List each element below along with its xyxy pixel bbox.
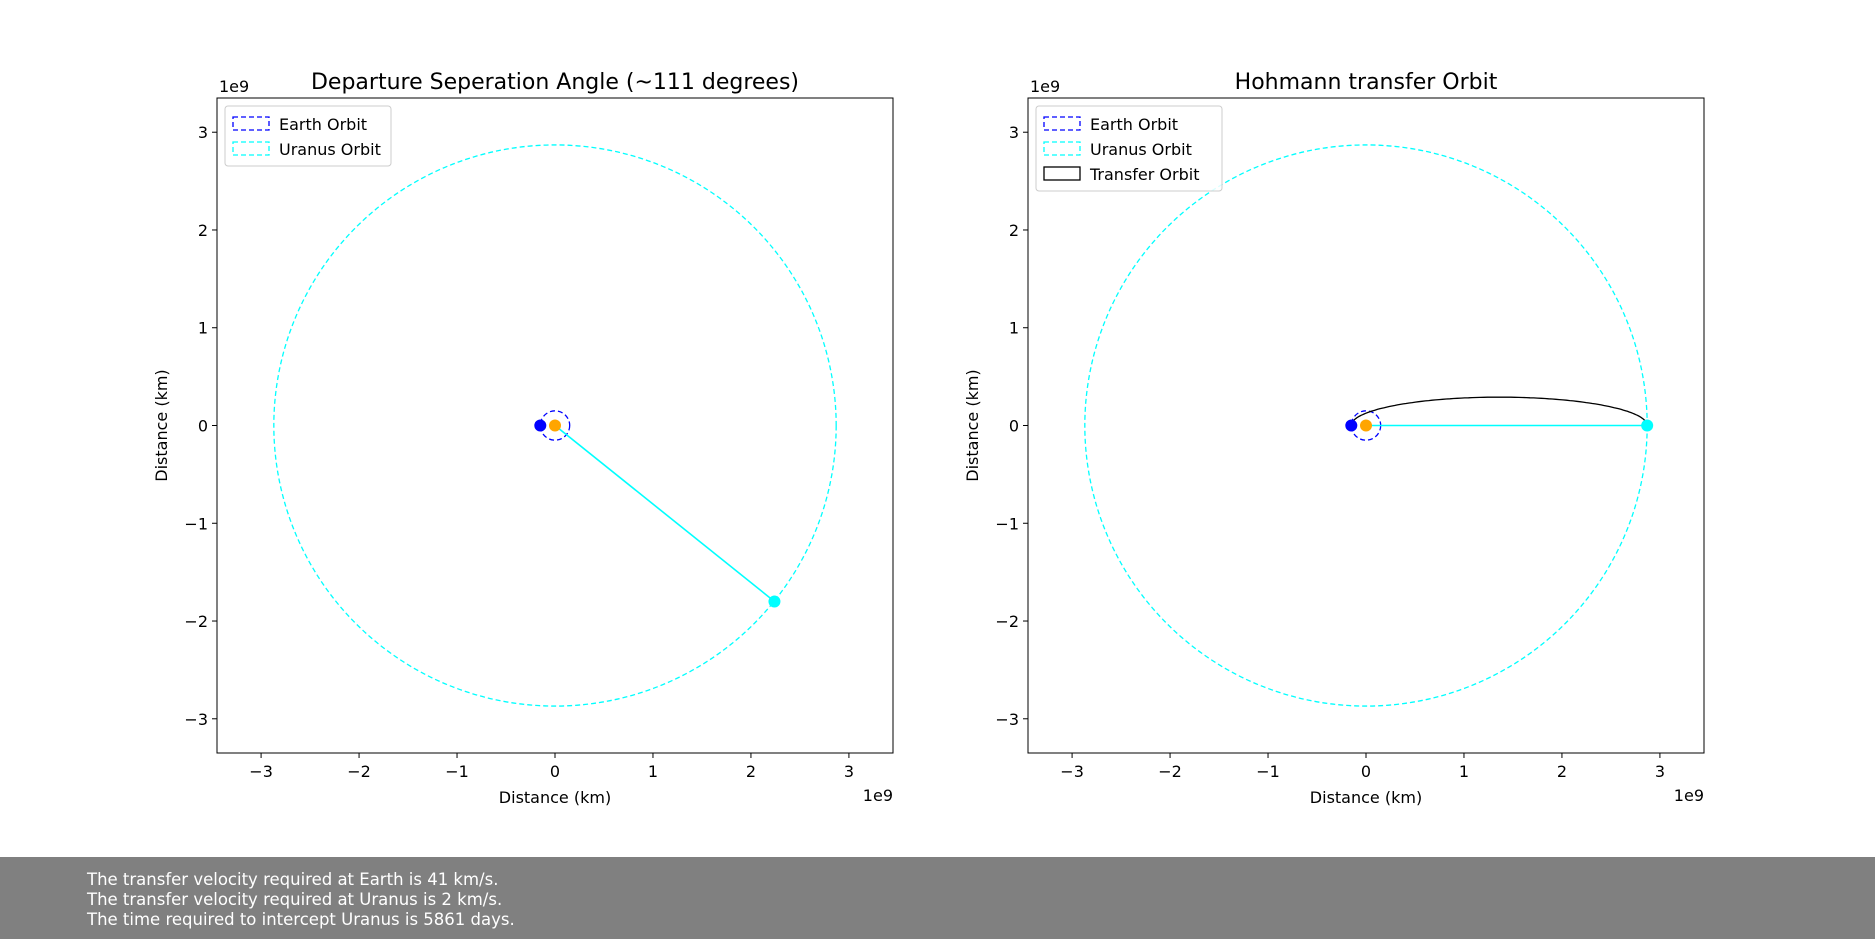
x-tick-label: −1 [1256,762,1280,781]
earth-marker [1345,419,1358,432]
legend-swatch [232,141,270,156]
x-axis-label: Distance (km) [1310,788,1422,807]
legend: Earth Orbit Uranus Orbit Transfer Orbit [1035,105,1223,192]
x-tick-label: 3 [1655,762,1665,781]
chart-title: Departure Seperation Angle (~111 degrees… [311,70,799,95]
legend-label: Earth Orbit [1090,115,1178,134]
legend-swatch [232,116,270,131]
uranus-orbit-circle [273,144,837,707]
x-tick-label: −2 [1158,762,1182,781]
x-tick-label: 1 [1459,762,1469,781]
y-tick-label: 1 [198,319,208,338]
y-tick-label: 0 [1009,417,1019,436]
sun-uranus-line [554,424,775,603]
legend-label: Uranus Orbit [279,140,381,159]
y-tick-label: 2 [198,221,208,240]
y-axis-label: Distance (km) [152,369,171,481]
status-bar: The transfer velocity required at Earth … [0,857,1875,939]
chart-panel-2: −3 −2 −1 0 1 2 3 −3 −2 −1 0 1 2 3 Hohmann transfer Orb… [963,70,1705,807]
legend-swatch [1043,141,1081,156]
sun-marker [1360,419,1372,432]
plot-content [1084,144,1654,707]
x-tick-label: 3 [844,762,854,781]
y-tick-label: 3 [198,123,208,142]
x-tick-label: −3 [249,762,273,781]
x-axis-label: Distance (km) [499,788,611,807]
x-tick-label: −2 [347,762,371,781]
x-tick-label: 0 [550,762,560,781]
y-axis-multiplier: 1e9 [219,77,249,96]
legend-swatch [1043,116,1081,131]
x-axis-multiplier: 1e9 [863,786,893,805]
chart-panel-1: −3 −2 −1 0 1 2 3 −3 −2 −1 0 1 2 3 Departure Seperation… [152,70,894,807]
x-tick-label: −3 [1060,762,1084,781]
x-tick-label: 2 [746,762,756,781]
x-tick-label: 2 [1557,762,1567,781]
x-tick-label: 0 [1361,762,1371,781]
status-line-intercept-time: The time required to intercept Uranus is… [87,910,515,929]
x-tick-label: −1 [445,762,469,781]
y-tick-label: 2 [1009,221,1019,240]
legend-box [1035,105,1223,192]
legend-label: Transfer Orbit [1089,165,1199,184]
y-tick-label: −1 [184,514,208,533]
transfer-orbit-arc [1350,396,1648,426]
x-tick-label: 1 [648,762,658,781]
y-tick-label: 0 [198,417,208,436]
status-line-earth-velocity: The transfer velocity required at Earth … [87,870,499,889]
legend-box [224,105,392,167]
y-tick-label: −3 [184,710,208,729]
y-tick-label: −2 [184,612,208,631]
y-axis-label: Distance (km) [963,369,982,481]
legend-label: Earth Orbit [279,115,367,134]
y-tick-label: 3 [1009,123,1019,142]
sun-marker [549,419,561,432]
y-tick-label: −3 [995,710,1019,729]
status-line-uranus-velocity: The transfer velocity required at Uranus… [87,890,503,909]
y-tick-label: −2 [995,612,1019,631]
x-axis-multiplier: 1e9 [1674,786,1704,805]
legend: Earth Orbit Uranus Orbit [224,105,392,167]
y-tick-label: −1 [995,514,1019,533]
earth-marker [534,419,547,432]
y-axis-multiplier: 1e9 [1030,77,1060,96]
earth-orbit-circle [539,410,571,441]
legend-swatch [1043,166,1081,181]
plot-content [273,144,837,707]
chart-title: Hohmann transfer Orbit [1235,70,1498,95]
uranus-marker [1641,419,1654,432]
uranus-marker [768,595,781,608]
legend-label: Uranus Orbit [1090,140,1192,159]
y-tick-label: 1 [1009,319,1019,338]
